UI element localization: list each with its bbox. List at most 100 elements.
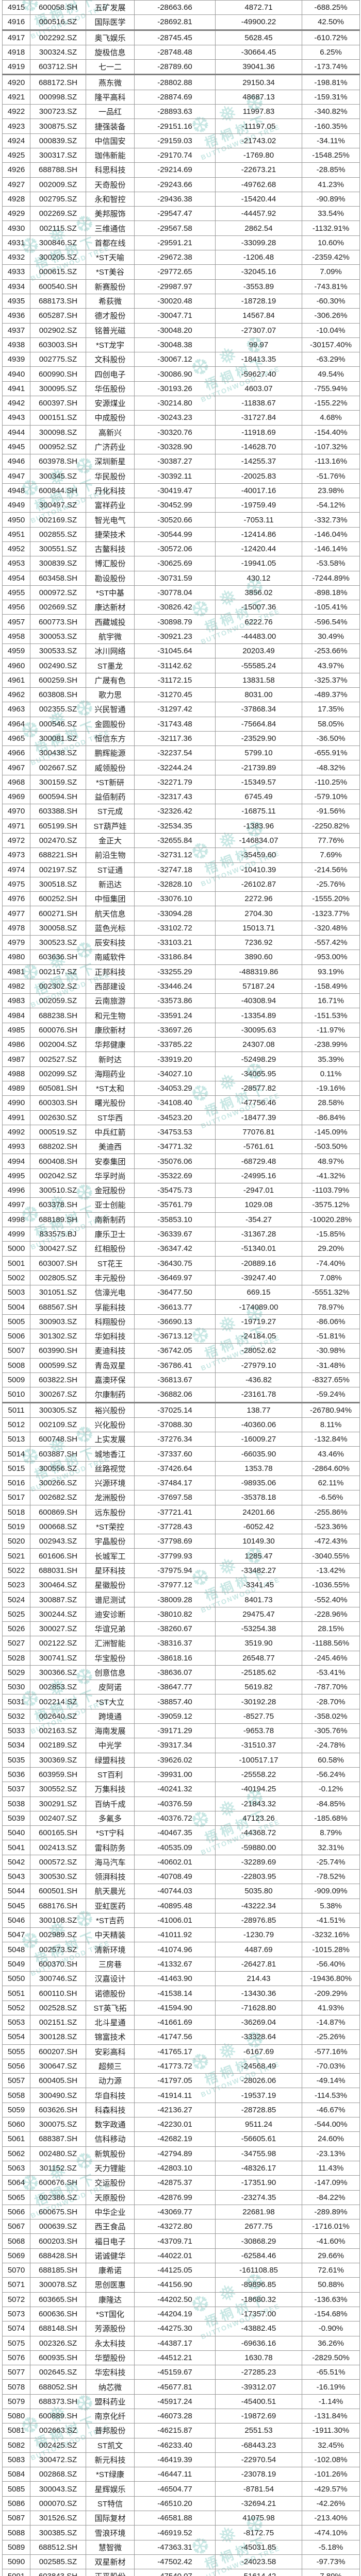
table-row[interactable]: 4976 600252.SH 中恒集团 -33076.10 2272.96 -1555.2… [2,891,360,907]
table-row[interactable]: 5065 002386.SZ 天原股份 -42876.99 -23274.35 -84.2… [2,2190,360,2205]
table-row[interactable]: 5036 603959.SH ST百利 -39931.00 -25558.22 -56.2… [2,1767,360,1783]
table-row[interactable]: 4936 605287.SH 德才股份 -30047.71 14567.84 -306.2… [2,308,360,324]
table-row[interactable]: 5022 688031.SH 星环科技 -37975.94 -33482.27 -13.4… [2,1563,360,1579]
table-row[interactable]: 5059 603626.SH 科森科技 -42136.27 -28728.85 -46.6… [2,2102,360,2118]
table-row[interactable]: 4930 002115.SZ 三维通信 -29567.58 2862.54 -1132.9… [2,221,360,236]
table-row[interactable]: 4984 688238.SH 和元生物 -33591.24 -13354.89 -151.… [2,1008,360,1023]
table-row[interactable]: 4987 002527.SZ 新时达 -33919.20 -52498.29 35.39% [2,1052,360,1067]
table-row[interactable]: 5067 000639.SZ 西王食品 -43272.80 2677.75 -1716.0… [2,2219,360,2234]
table-row[interactable]: 5026 300027.SZ 华谊兄弟 -38260.67 -53254.38 28.15… [2,1621,360,1637]
table-row[interactable]: 5076 600935.SH 华塑股份 -44512.21 1630.78 -2829.5… [2,2350,360,2366]
table-row[interactable]: 5052 002528.SZ ST英飞拓 -41594.90 -71628.80 41.9… [2,2000,360,2015]
table-row[interactable]: 4972 002470.SZ 金正大 -32655.84 -146834.07 77.76… [2,833,360,849]
table-row[interactable]: 5034 002189.SZ 中光学 -39317.34 -31510.37 -24.78… [2,1738,360,1753]
table-row[interactable]: 5087 301526.SZ 国际复材 -46581.88 41075.98 -213.4… [2,2511,360,2526]
table-row[interactable]: 5035 300369.SZ 绿盟科技 -39626.02 -100517.17 60.5… [2,1752,360,1768]
table-row[interactable]: 5016 300266.SZ 兴源环境 -37484.17 -98935.06 62.11… [2,1475,360,1491]
table-row[interactable]: 4939 002775.SZ 文科股份 -30067.12 -18413.35 -63.2… [2,352,360,367]
table-row[interactable]: 4997 603378.SH 亚士创能 -35761.79 1029.08 -3575.1… [2,1197,360,1213]
table-row[interactable]: 5033 002163.SZ 海南发展 -39171.29 -9653.78 -305.7… [2,1723,360,1739]
table-row[interactable]: 5020 002943.SZ 宇晶股份 -37798.69 10149.30 -472.4… [2,1534,360,1549]
table-row[interactable]: 4923 300875.SZ 捷强装备 -29151.16 -11197.05 -160.… [2,118,360,134]
table-row[interactable]: 4996 300510.SZ 金冠股份 -35475.73 -2947.01 -1103.… [2,1183,360,1198]
table-row[interactable]: 5009 603822.SH 嘉澳环保 -36813.67 -436.82 -8327.6… [2,1372,360,1388]
table-row[interactable]: 4970 603388.SH ST元成 -32326.42 -16875.11 -91.5… [2,804,360,819]
table-row[interactable]: 5029 300366.SZ 创意信息 -38636.07 -25185.62 -53.4… [2,1665,360,1681]
table-row[interactable]: 5085 300043.SZ 星辉娱乐 -46504.77 -8781.54 -429.5… [2,2481,360,2497]
table-row[interactable]: 5082 002425.SZ ST凯文 -46233.40 -68443.23 32.45… [2,2437,360,2453]
table-row[interactable]: 5073 600636.SH *ST国化 -44204.19 -17357.00 -154… [2,2306,360,2322]
table-row[interactable]: 4921 000998.SZ 隆平高科 -28874.69 48687.13 -159.3… [2,89,360,105]
table-row[interactable]: 4952 300551.SZ 古鳌科技 -30572.06 -12420.44 -146.… [2,541,360,557]
table-row[interactable]: 4998 688189.SH 南新制药 -35853.10 -354.27 -10020.… [2,1212,360,1227]
table-row[interactable]: 5018 600869.SH 远东股份 -37721.41 24201.66 -255.8… [2,1504,360,1520]
table-row[interactable]: 5012 002109.SZ 兴化股份 -37088.30 -40360.06 8.11% [2,1417,360,1433]
table-row[interactable]: 5031 002214.SZ *ST大立 -38857.40 -30192.28 -28.… [2,1694,360,1709]
table-row[interactable]: 4938 603003.SH *ST龙宇 -30048.38 99.97 -30157.4… [2,337,360,353]
table-row[interactable]: 5045 688176.SH 亚虹医药 -40895.48 -43222.34 5.38% [2,1898,360,1913]
table-row[interactable]: 5050 300746.SZ 汉嘉设计 -41463.90 214.43 -19436.8… [2,1971,360,1987]
table-row[interactable]: 5055 600207.SH 安彩高科 -41765.17 -6167.69 -577.1… [2,2044,360,2059]
table-row[interactable]: 4965 300081.SZ 恒信东方 -32117.36 -23529.90 -36.5… [2,731,360,747]
table-row[interactable]: 4968 300159.SZ *ST新研 -32271.79 -15349.57 -110… [2,774,360,790]
table-row[interactable]: 4925 300317.SZ 珈伟新能 -29170.74 -1769.80 -1548.… [2,147,360,163]
table-row[interactable]: 5039 002407.SZ 多氟多 -40376.72 47123.26 -185.68… [2,1810,360,1826]
table-row[interactable]: 4943 000151.SZ 中成股份 -30243.23 -31727.84 4.68% [2,410,360,426]
table-row[interactable]: 5023 300464.SZ 星徽股份 -37977.12 -3341.45 -1036.… [2,1578,360,1593]
table-row[interactable]: 5001 603007.SH ST花王 -36430.75 -20889.16 -74.4… [2,1256,360,1271]
table-row[interactable]: 4933 000615.SZ *ST美谷 -29772.65 -32045.16 7.09… [2,264,360,280]
table-row[interactable]: 4920 688172.SH 燕东微 -28802.88 29150.34 -198.81… [2,74,360,90]
table-row[interactable]: 4944 300098.SZ 高新兴 -30320.76 -11918.69 -154.4… [2,425,360,440]
table-row[interactable]: 5088 300385.SZ 雪浪环境 -46919.52 -8172.75 -474.1… [2,2525,360,2540]
table-row[interactable]: 5002 002805.SZ 丰元股份 -36469.97 -39247.40 7.08% [2,1270,360,1286]
table-row[interactable]: 5015 300556.SZ 丝路视觉 -37426.64 1353.78 -2864.6… [2,1461,360,1476]
table-row[interactable]: 5066 600675.SH 中华企业 -43069.77 22681.98 -289.8… [2,2204,360,2220]
table-row[interactable]: 5046 300108.SZ *ST吉药 -41006.01 -28976.85 -41.… [2,1912,360,1928]
table-row[interactable]: 4915 600058.SH 五矿发展 -28663.66 4872.71 -688.25… [2,0,360,15]
table-row[interactable]: 4931 300846.SZ 首都在线 -29591.21 -33099.28 10.60… [2,235,360,251]
table-row[interactable]: 5038 300291.SZ 百纳千成 -40376.59 -21843.32 -84.8… [2,1796,360,1811]
table-row[interactable]: 4974 002197.SZ ST证通 -32747.18 -10410.39 -214.… [2,862,360,877]
table-row[interactable]: 5054 300128.SZ 锦富技术 -41747.56 -33328.64 -25.2… [2,2029,360,2045]
table-row[interactable]: 5044 600501.SH 航天晨光 -40744.03 5035.80 -909.09… [2,1884,360,1899]
table-row[interactable]: 4975 300518.SZ 新迅达 -32828.10 -26102.87 -25.76… [2,876,360,892]
table-row[interactable]: 4992 000519.SZ 中兵红箭 -34753.53 77076.81 -145.0… [2,1124,360,1140]
table-row[interactable]: 4937 002902.SZ 铭普光磁 -30048.20 -27307.07 -10.0… [2,323,360,338]
table-row[interactable]: 4957 600773.SH 西藏城投 -30898.79 6222.76 -596.54… [2,614,360,630]
table-row[interactable]: 4950 002169.SZ 智光电气 -30520.66 -7053.11 -332.7… [2,512,360,528]
table-row[interactable]: 5000 300427.SZ 红相股份 -36347.42 -51340.01 29.20… [2,1241,360,1257]
table-row[interactable]: 5072 603665.SH 康隆达 -44202.50 -18680.32 -136.6… [2,2292,360,2307]
table-row[interactable]: 5037 300552.SZ 万集科技 -40241.32 -40194.25 -0.12… [2,1782,360,1797]
table-row[interactable]: 5070 688185.SH 康希诺 -44125.05 -161108.85 72.61… [2,2263,360,2278]
table-row[interactable]: 4932 300205.SZ *ST天喻 -29672.38 -1206.48 -2359… [2,250,360,265]
table-row[interactable]: 5064 600676.SH 交运股份 -42875.37 -17351.90 -147.… [2,2175,360,2191]
table-row[interactable]: 4977 600271.SH 航天信息 -33094.28 2704.30 -1323.7… [2,906,360,921]
table-row[interactable]: 5080 600889.SH 南京化纤 -46073.28 -19872.69 -131.… [2,2408,360,2424]
table-row[interactable]: 4947 300345.SZ 华民股份 -30392.11 -20025.83 -51.7… [2,468,360,484]
table-row[interactable]: 4980 603636.SH 南威软件 -33186.84 3890.60 -953.00… [2,950,360,965]
table-row[interactable]: 4955 000972.SZ *ST中基 -30778.04 3856.02 -898.1… [2,585,360,601]
table-row[interactable]: 5086 000070.SZ ST特信 -46510.20 -32694.21 -42.2… [2,2496,360,2512]
table-row[interactable]: 4919 603712.SH 七一二 -28789.60 39041.36 -173.74… [2,59,360,76]
table-row[interactable]: 5042 000572.SZ 海马汽车 -40602.01 -32289.69 -25.7… [2,1854,360,1870]
table-row[interactable]: 4973 688221.SH 前沿生物 -32731.12 -35459.60 7.69% [2,848,360,863]
table-row[interactable]: 4949 300497.SZ 富祥药业 -30452.99 -19759.49 -54.1… [2,498,360,513]
table-row[interactable]: 4995 002042.SZ 华孚时尚 -35322.69 -24995.16 -41.3… [2,1168,360,1184]
table-row[interactable]: 4989 605081.SH *ST太和 -34053.29 -28577.82 -19.… [2,1080,360,1096]
table-row[interactable]: 4960 002490.SZ ST墨龙 -31142.62 -55585.24 43.97… [2,658,360,673]
table-row[interactable]: 4983 002059.SZ 云南旅游 -33573.86 -40308.94 16.71… [2,993,360,1009]
table-row[interactable]: 5053 002151.SZ 北斗星通 -41661.69 -36269.04 -14.8… [2,2014,360,2030]
table-row[interactable]: 4929 002269.SZ 美邦服饰 -29547.47 -44457.92 33.54… [2,206,360,222]
table-row[interactable]: 5083 300472.SZ 新元科技 -46419.39 -22970.54 -102.… [2,2452,360,2468]
table-row[interactable]: 4928 002795.SZ 永和智控 -29436.38 -15420.44 -90.8… [2,191,360,207]
table-row[interactable]: 5078 688052.SH 纳芯微 -45677.81 -39312.07 -16.19… [2,2379,360,2395]
table-row[interactable]: 4959 300533.SZ 冰川网络 -31045.64 20203.49 -253.6… [2,643,360,659]
table-row[interactable]: 5005 300903.SZ 科翔股份 -36690.13 -19719.27 -86.0… [2,1314,360,1330]
table-row[interactable]: 4981 002157.SZ 正邦科技 -33255.29 -488319.86 93.1… [2,964,360,979]
table-row[interactable]: 5006 301302.SZ 华如科技 -36713.12 -24184.05 -51.8… [2,1329,360,1344]
table-row[interactable]: 5032 002640.SZ 跨境通 -39059.12 -8527.75 -358.02… [2,1708,360,1724]
table-row[interactable]: 5013 600748.SH 上实发展 -37276.34 -16009.27 -132.… [2,1432,360,1447]
table-row[interactable]: 5017 002682.SZ 龙洲股份 -37697.58 -35378.18 -6.56… [2,1490,360,1505]
table-row[interactable]: 4916 000516.SZ 国际医学 -28692.81 -49900.22 42.50… [2,14,360,31]
table-row[interactable]: 4922 300723.SZ 一品红 -28893.63 11997.83 -340.82… [2,104,360,120]
